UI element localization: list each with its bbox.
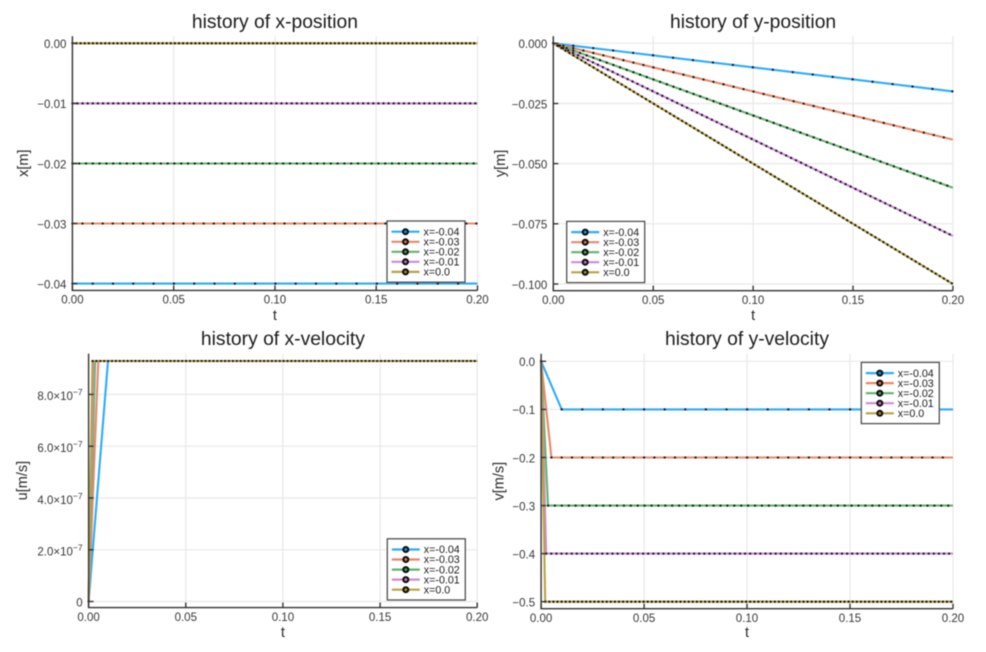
- svg-text:x=-0.03: x=-0.03: [424, 554, 460, 566]
- svg-text:−0.4: −0.4: [512, 549, 535, 561]
- svg-text:history of x-velocity: history of x-velocity: [201, 329, 365, 350]
- svg-text:t: t: [751, 308, 755, 324]
- svg-text:−0.01: −0.01: [37, 99, 66, 111]
- svg-text:x=-0.04: x=-0.04: [424, 544, 460, 556]
- svg-text:0.15: 0.15: [365, 295, 387, 307]
- svg-text:t: t: [281, 625, 285, 641]
- svg-text:0.10: 0.10: [264, 295, 286, 307]
- svg-text:x=0.0: x=0.0: [898, 408, 924, 420]
- svg-text:x=-0.02: x=-0.02: [603, 247, 639, 259]
- svg-text:0.20: 0.20: [466, 295, 488, 307]
- svg-text:0: 0: [76, 597, 82, 609]
- svg-text:0.05: 0.05: [633, 613, 655, 625]
- svg-text:history of x-position: history of x-position: [192, 12, 358, 33]
- svg-text:x=-0.01: x=-0.01: [603, 257, 639, 269]
- svg-text:−0.5: −0.5: [512, 598, 535, 610]
- svg-text:−0.02: −0.02: [37, 159, 66, 171]
- svg-text:t: t: [273, 308, 277, 324]
- svg-text:0.0: 0.0: [519, 357, 535, 369]
- svg-text:0.00: 0.00: [61, 295, 83, 307]
- svg-text:−0.025: −0.025: [512, 99, 548, 111]
- svg-text:2.0×10−7: 2.0×10−7: [37, 543, 82, 559]
- svg-text:0.00: 0.00: [542, 295, 564, 307]
- svg-text:0.10: 0.10: [736, 613, 758, 625]
- svg-text:x=0.0: x=0.0: [603, 267, 629, 279]
- svg-text:0.00: 0.00: [44, 39, 66, 51]
- svg-text:x=-0.04: x=-0.04: [898, 368, 934, 380]
- svg-text:0.20: 0.20: [466, 612, 488, 624]
- svg-text:−0.075: −0.075: [512, 220, 548, 232]
- svg-text:u[m/s]: u[m/s]: [15, 461, 31, 500]
- svg-text:0.15: 0.15: [839, 613, 861, 625]
- svg-text:0.000: 0.000: [519, 39, 548, 51]
- svg-text:0.10: 0.10: [742, 295, 764, 307]
- svg-text:−0.2: −0.2: [512, 453, 535, 465]
- svg-text:t: t: [745, 625, 749, 641]
- svg-text:0.05: 0.05: [642, 295, 664, 307]
- svg-text:x=-0.02: x=-0.02: [898, 388, 934, 400]
- svg-text:−0.3: −0.3: [512, 501, 535, 513]
- svg-text:x=-0.01: x=-0.01: [424, 257, 460, 269]
- svg-text:−0.100: −0.100: [512, 280, 548, 292]
- svg-text:x=-0.03: x=-0.03: [424, 236, 460, 248]
- svg-text:0.10: 0.10: [272, 612, 294, 624]
- svg-text:x=-0.04: x=-0.04: [603, 227, 639, 239]
- svg-text:−0.04: −0.04: [37, 279, 67, 291]
- svg-text:0.15: 0.15: [842, 295, 864, 307]
- svg-text:v[m/s]: v[m/s]: [492, 462, 508, 501]
- svg-text:−0.1: −0.1: [512, 405, 535, 417]
- svg-text:x=-0.01: x=-0.01: [898, 398, 934, 410]
- svg-text:0.20: 0.20: [942, 613, 964, 625]
- svg-text:6.0×10−7: 6.0×10−7: [37, 439, 82, 455]
- svg-text:x=-0.02: x=-0.02: [424, 247, 460, 259]
- svg-text:x=-0.04: x=-0.04: [424, 226, 460, 238]
- svg-text:−0.050: −0.050: [512, 159, 548, 171]
- svg-text:x=-0.02: x=-0.02: [424, 564, 460, 576]
- svg-text:x=-0.03: x=-0.03: [898, 378, 934, 390]
- svg-text:0.05: 0.05: [163, 295, 185, 307]
- svg-text:−0.03: −0.03: [37, 219, 66, 231]
- svg-text:x=0.0: x=0.0: [424, 584, 450, 596]
- svg-text:0.15: 0.15: [369, 612, 391, 624]
- svg-text:x=-0.03: x=-0.03: [603, 237, 639, 249]
- svg-text:x=-0.01: x=-0.01: [424, 574, 460, 586]
- svg-text:8.0×10−7: 8.0×10−7: [37, 387, 82, 403]
- svg-text:history of y-velocity: history of y-velocity: [665, 329, 829, 350]
- svg-text:0.00: 0.00: [530, 613, 552, 625]
- svg-text:4.0×10−7: 4.0×10−7: [37, 491, 82, 507]
- svg-text:x=0.0: x=0.0: [424, 267, 450, 279]
- svg-text:history of y-position: history of y-position: [670, 12, 836, 33]
- svg-text:0.00: 0.00: [77, 612, 99, 624]
- svg-text:0.20: 0.20: [942, 295, 964, 307]
- svg-text:x[m]: x[m]: [16, 150, 32, 177]
- svg-text:y[m]: y[m]: [493, 150, 509, 177]
- svg-text:0.05: 0.05: [175, 612, 197, 624]
